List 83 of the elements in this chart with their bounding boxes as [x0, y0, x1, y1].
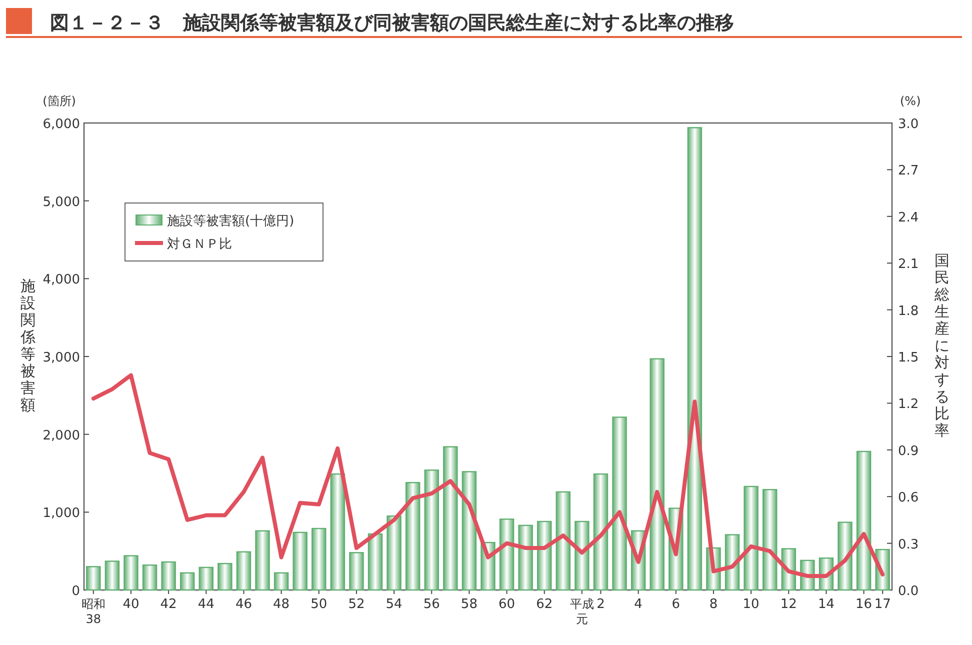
x-tick-label: 42 [160, 597, 177, 612]
x-tick-label: 48 [273, 597, 290, 612]
y2-tick-label: 0.6 [898, 490, 919, 506]
bar [687, 127, 702, 591]
x-tick-label: 52 [348, 597, 365, 612]
legend-label: 施設等被害額(十億円) [167, 213, 294, 229]
bar [104, 560, 120, 591]
x-tick-label: 平成元 [570, 597, 594, 626]
bar [499, 518, 514, 591]
x-tick-label: 60 [498, 597, 516, 612]
bar [838, 522, 852, 591]
bar [537, 520, 552, 591]
x-tick-label: 2 [596, 597, 605, 612]
bar [161, 561, 176, 591]
bar [405, 482, 420, 591]
y-tick-label: 1,000 [42, 506, 80, 522]
x-tick-label: 8 [709, 597, 718, 612]
x-tick-label: 17 [874, 597, 891, 612]
x-tick-label: 12 [780, 597, 797, 612]
y2-tick-label: 2.4 [898, 210, 919, 226]
x-tick-label: 昭和38 [81, 597, 106, 626]
bar [312, 528, 326, 591]
bar [368, 533, 383, 591]
chart-title: 図１－２－３ 施設関係等被害額及び同被害額の国民総生産に対する比率の推移 [50, 12, 734, 34]
x-tick-label: 56 [423, 597, 440, 612]
bar [86, 566, 101, 591]
y2-tick-label: 2.7 [898, 164, 919, 179]
bar [724, 534, 740, 591]
x-tick-label: 44 [198, 597, 214, 612]
bar [744, 486, 758, 591]
y-tick-label: 0 [72, 584, 80, 599]
y2-tick-label: 1.2 [898, 397, 919, 412]
text: (%) [900, 94, 921, 108]
bar [574, 520, 590, 591]
x-tick-label: 6 [672, 597, 680, 612]
x-tick-label: 10 [742, 597, 760, 612]
y2-tick-label: 0.0 [898, 584, 919, 599]
bar [292, 532, 308, 591]
y-tick-label: 2,000 [42, 428, 80, 444]
bar [443, 446, 458, 591]
x-tick-label: 46 [235, 597, 252, 612]
y-tick-label: 6,000 [42, 117, 80, 132]
x-tick-label: 14 [818, 597, 835, 612]
bar [198, 566, 214, 591]
bar [180, 572, 195, 591]
bar [218, 562, 232, 591]
y-tick-label: 5,000 [42, 194, 80, 210]
y2-tick-label: 0.3 [898, 537, 919, 552]
bar [424, 470, 439, 591]
bar [556, 491, 571, 591]
x-tick-label: 4 [634, 597, 642, 612]
x-tick-label: 50 [310, 597, 328, 612]
x-tick-label: 58 [460, 597, 478, 612]
y2-tick-label: 1.5 [898, 350, 919, 366]
y2-tick-label: 0.9 [898, 444, 919, 459]
bar [762, 488, 778, 591]
text: (箇所) [42, 94, 76, 108]
y2-tick-label: 3.0 [898, 117, 919, 132]
bar [142, 564, 158, 591]
bar [462, 471, 477, 591]
bar [124, 555, 138, 591]
x-tick-label: 16 [856, 597, 872, 612]
x-tick-label: 62 [536, 597, 553, 612]
bar [593, 473, 608, 591]
bar [386, 515, 402, 591]
bar [274, 572, 289, 591]
y-axis-title: 施設関係等被害額 [20, 277, 36, 414]
text: 国民総生産に対する比率 [934, 252, 950, 440]
bar [330, 473, 346, 591]
bar [650, 358, 664, 591]
bar [856, 450, 872, 591]
y-tick-label: 3,000 [42, 350, 80, 366]
bar [518, 524, 533, 591]
y-tick-label: 4,000 [42, 272, 80, 288]
y2-tick-label: 1.8 [898, 304, 919, 319]
bar [255, 530, 270, 591]
bar [236, 551, 252, 591]
legend-label: 対ＧＮＰ比 [167, 236, 232, 252]
y2-tick-label: 2.1 [898, 257, 919, 272]
bar [612, 416, 627, 591]
bar [349, 552, 364, 591]
x-tick-label: 54 [386, 597, 402, 612]
x-tick-label: 40 [122, 597, 140, 612]
